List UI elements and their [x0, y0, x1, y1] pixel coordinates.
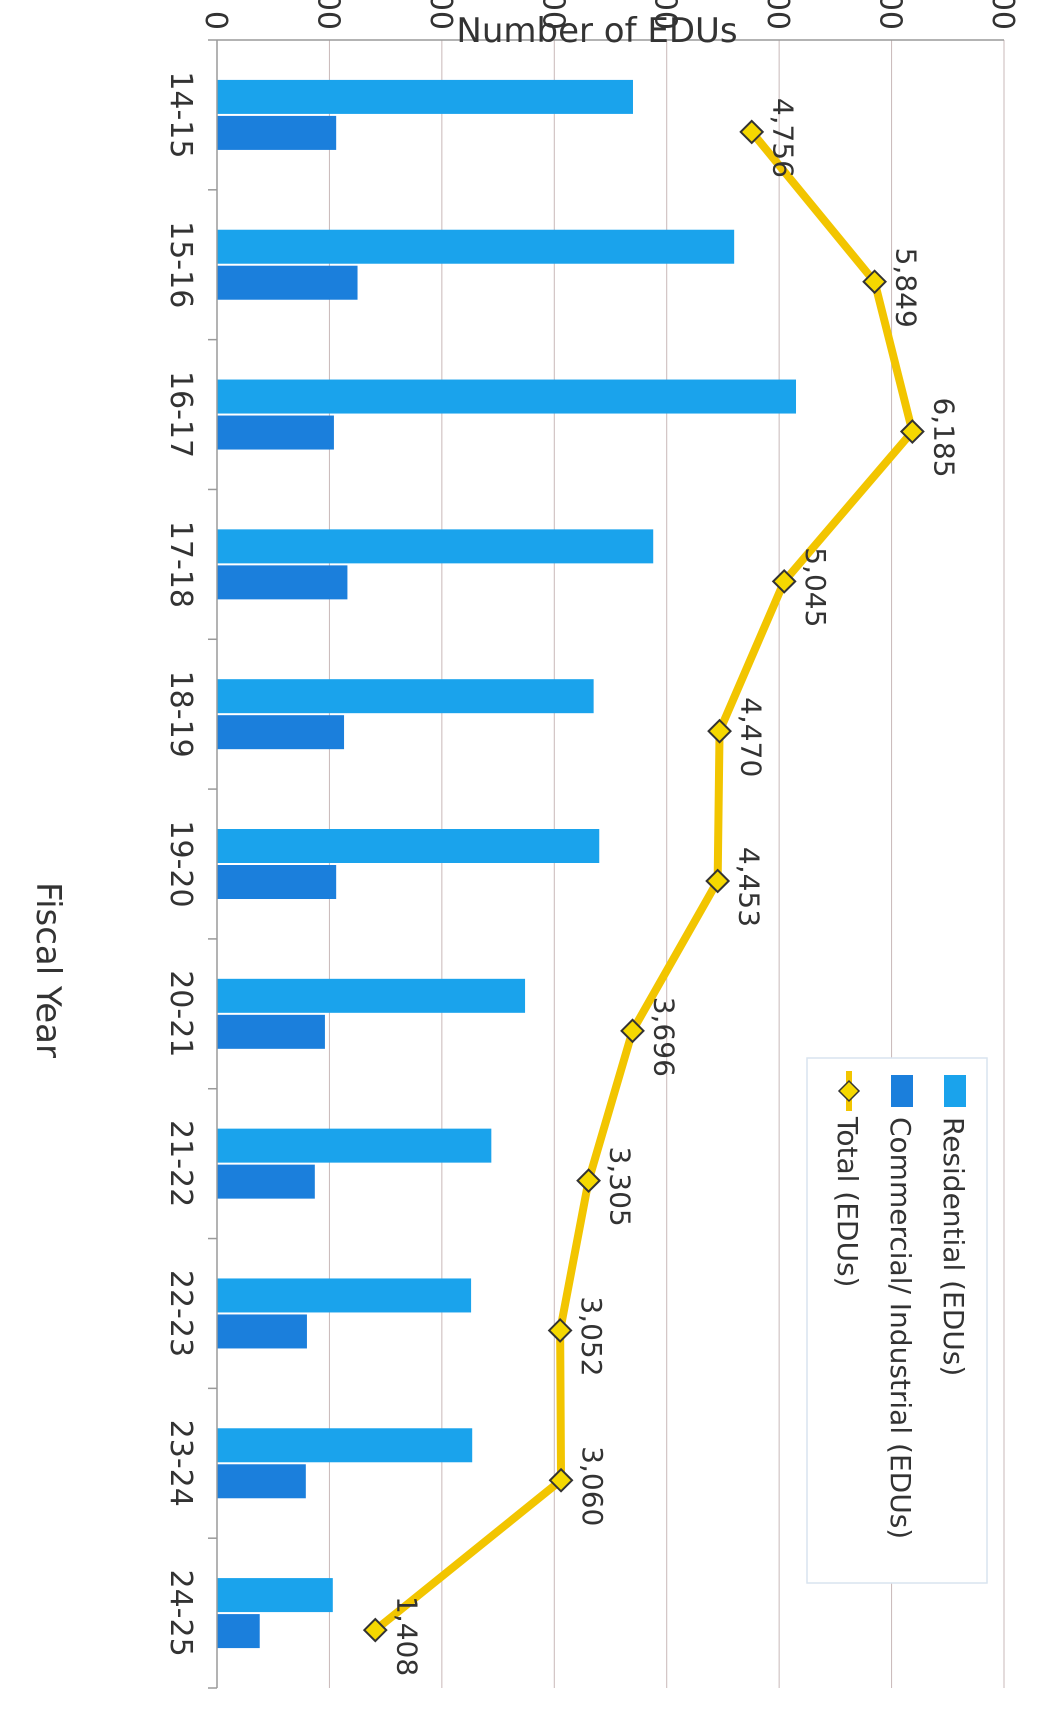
total-marker — [705, 868, 731, 894]
gridlines — [328, 40, 1005, 1688]
legend-swatch-residential — [944, 1075, 966, 1107]
bar-residential — [217, 529, 654, 564]
bar-commercial — [216, 865, 337, 899]
bar-commercial — [217, 715, 345, 750]
x-tick-label: 22-23 — [163, 1270, 198, 1357]
total-data-label: 3,305 — [604, 1147, 637, 1227]
bar-commercial — [217, 1014, 325, 1049]
y-tick-label: 4,000 — [648, 0, 683, 30]
total-line — [362, 119, 925, 1643]
y-tick-label: 3,000 — [535, 0, 570, 30]
total-marker — [362, 1617, 388, 1643]
total-data-label: 3,060 — [576, 1446, 609, 1526]
bar-commercial — [216, 1464, 306, 1499]
x-tick-label: 19-20 — [163, 820, 198, 907]
x-tick-label: 21-22 — [163, 1120, 198, 1207]
bar-residential — [216, 1428, 473, 1463]
bar-residential — [216, 1278, 472, 1313]
x-axis-title: Fiscal Year — [28, 882, 68, 1058]
bar-residential — [216, 229, 735, 264]
x-tick-label: 15-16 — [163, 221, 198, 308]
total-marker — [548, 1467, 574, 1493]
x-tick-label: 14-15 — [163, 71, 198, 158]
x-tick-label: 18-19 — [163, 671, 198, 758]
axes: 0 1,000 2,000 3,000 4,000 5,000 6,000 7,000 14-1… — [163, 0, 1020, 1689]
bar-residential — [217, 379, 797, 414]
y-tick-label: 6,000 — [873, 0, 908, 30]
bar-commercial — [217, 415, 334, 450]
total-data-label: 4,453 — [733, 847, 766, 927]
total-marker — [576, 1168, 601, 1194]
bar-commercial — [216, 265, 358, 300]
total-marker — [707, 718, 732, 744]
y-axis-title: Number of EDUs — [456, 11, 737, 51]
legend-marker-total — [837, 1079, 861, 1103]
bar-residential — [217, 79, 633, 114]
bar-commercial — [216, 115, 337, 150]
total-data-label: 6,185 — [927, 397, 960, 477]
legend-label-total: Total (EDUs) — [831, 1116, 864, 1287]
total-marker — [862, 269, 888, 295]
bar-residential — [216, 978, 526, 1013]
y-tick-label: 0 — [198, 11, 233, 30]
x-tick-label: 20-21 — [163, 970, 198, 1057]
total-data-label: 5,045 — [799, 547, 832, 627]
total-data-label: 4,470 — [735, 697, 768, 777]
legend-label-commercial: Commercial/ Industrial (EDUs) — [884, 1117, 917, 1539]
y-tick-label: 5,000 — [760, 0, 795, 30]
total-data-label: 3,696 — [648, 997, 681, 1077]
legend: Residential (EDUs) Commercial/ Industria… — [806, 1057, 988, 1584]
data-labels: 4,756 5,849 6,185 5,045 4,470 4,453 3,696 3,305… — [390, 98, 960, 1676]
legend-box — [806, 1057, 988, 1584]
total-data-label: 4,756 — [767, 98, 800, 178]
bar-residential — [217, 679, 594, 714]
total-marker — [547, 1318, 573, 1343]
total-marker — [739, 119, 765, 145]
total-data-label: 5,849 — [890, 248, 923, 328]
total-data-label: 1,408 — [390, 1596, 423, 1676]
bar-residential — [217, 1128, 492, 1163]
legend-swatch-commercial — [891, 1075, 913, 1107]
x-tick-label: 16-17 — [163, 371, 198, 458]
bar-commercial — [217, 1314, 307, 1349]
bar-commercial — [216, 1614, 260, 1649]
legend-label-residential: Residential (EDUs) — [937, 1117, 970, 1376]
y-tick-label: 7,000 — [985, 0, 1020, 30]
bar-commercial — [216, 565, 348, 600]
total-data-label: 3,052 — [575, 1296, 608, 1376]
bar-residential — [217, 829, 600, 863]
y-tick-label: 1,000 — [310, 0, 345, 30]
x-tick-label: 17-18 — [163, 521, 198, 608]
x-tick-label: 24-25 — [163, 1569, 198, 1656]
total-marker — [771, 568, 797, 594]
bar-commercial — [217, 1164, 315, 1199]
bars — [216, 79, 797, 1649]
total-marker — [620, 1018, 645, 1044]
y-tick-label: 2,000 — [423, 0, 458, 30]
x-tick-label: 23-24 — [163, 1420, 198, 1507]
bar-residential — [217, 1578, 333, 1613]
total-marker — [899, 419, 925, 444]
